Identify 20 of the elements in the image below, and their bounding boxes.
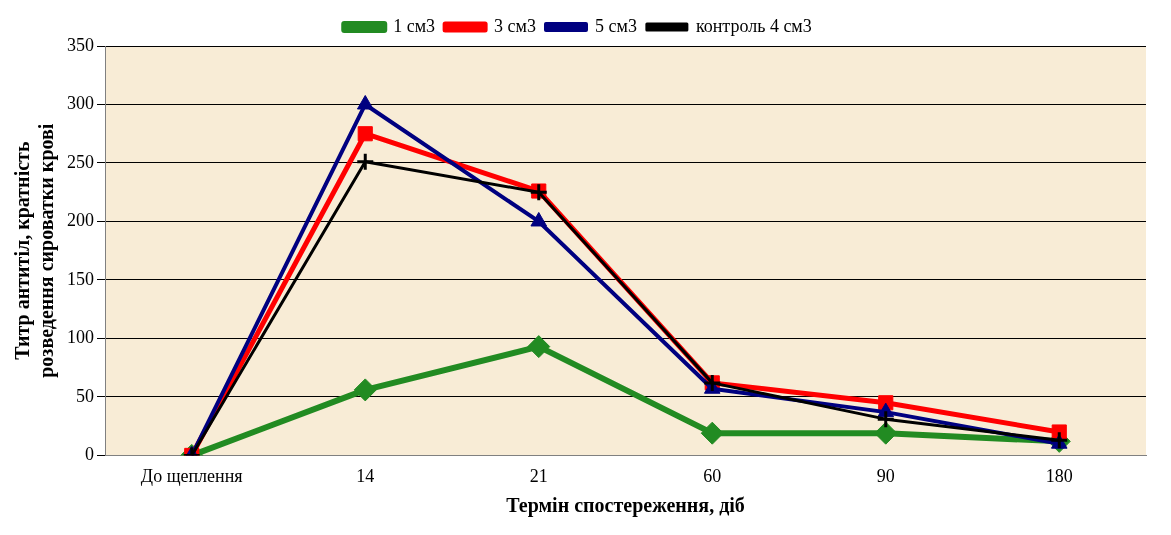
y-axis-title: Титр антитіл, кратність розведення сироватки крові — [11, 123, 59, 378]
x-tick-label: 90 — [876, 465, 895, 486]
legend-label: 3 см3 — [494, 15, 537, 36]
y-tick-label: 150 — [67, 268, 94, 289]
legend-label: контроль 4 см3 — [695, 15, 812, 36]
x-tick-label: 14 — [356, 465, 375, 486]
legend-label: 5 см3 — [595, 15, 637, 36]
y-tick-label: 250 — [67, 151, 94, 172]
y-tick-label: 100 — [67, 327, 94, 348]
y-tick-label: 200 — [67, 210, 94, 231]
legend-label: 1 см3 — [393, 15, 436, 36]
y-tick-label: 50 — [76, 385, 94, 406]
x-tick-label: До щеплення — [140, 465, 243, 486]
x-tick-label: 21 — [529, 465, 548, 486]
y-tick-label: 300 — [67, 93, 94, 114]
x-tick-label: 180 — [1045, 465, 1073, 486]
x-tick-label: 60 — [703, 465, 722, 486]
x-axis-title: Термін спостереження, діб — [506, 494, 745, 518]
y-tick-label: 0 — [85, 444, 94, 465]
y-tick-label: 350 — [67, 34, 94, 55]
